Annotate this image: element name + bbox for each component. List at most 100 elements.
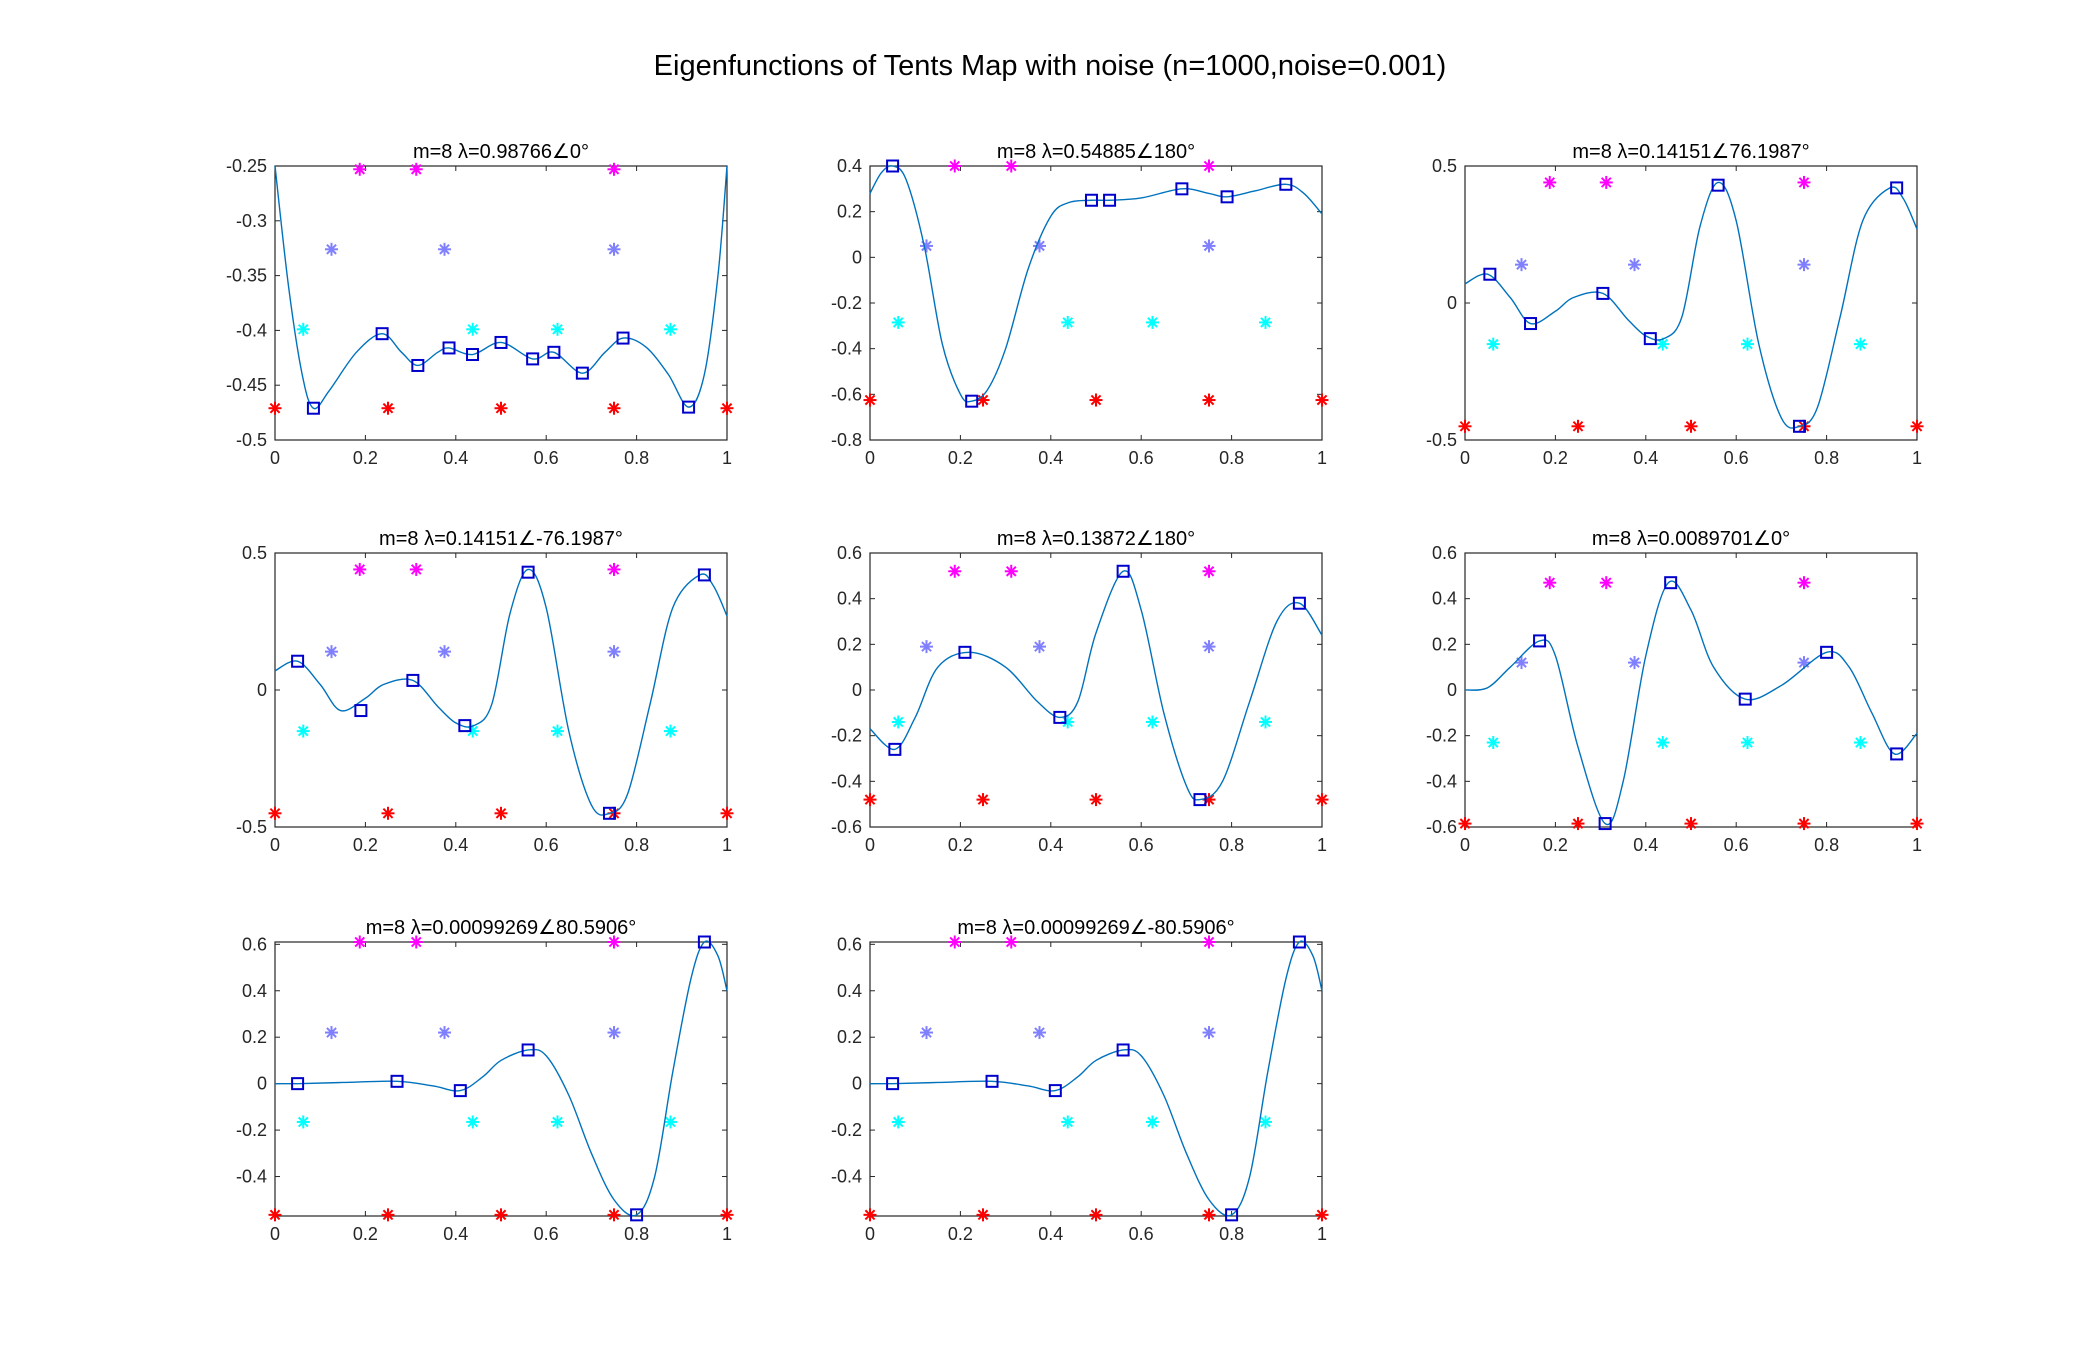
cyan-star-marker	[466, 1115, 480, 1129]
square-marker	[1738, 692, 1752, 706]
y-tick-label: 0.4	[1432, 589, 1457, 609]
x-tick-label: 1	[722, 1224, 732, 1244]
square-marker	[1533, 634, 1547, 648]
y-tick-label: 0.5	[1432, 156, 1457, 176]
x-tick-label: 0.6	[1724, 835, 1749, 855]
y-tick-label: 0.2	[1432, 634, 1457, 654]
y-tick-label: -0.6	[831, 384, 862, 404]
purple-star-marker	[1033, 640, 1046, 654]
red-star-marker	[381, 1208, 395, 1222]
cyan-star-marker	[1259, 1115, 1272, 1129]
y-tick-label: 0.6	[837, 934, 862, 954]
square-marker	[1292, 596, 1306, 610]
subplot-6: m=8 λ=0.0089701∠0° 0 0.2 0.4 0.6 0.8 1 0.6 0.4 0.…	[1426, 528, 1924, 855]
x-tick-label: 0.2	[1543, 835, 1568, 855]
x-tick-label: 0.8	[1814, 448, 1839, 468]
purple-star-marker	[1033, 239, 1046, 253]
magenta-star-marker	[607, 562, 621, 576]
cyan-star-marker	[1061, 315, 1075, 329]
magenta-star-marker	[353, 935, 367, 949]
red-star-marker	[976, 793, 990, 807]
square-marker	[965, 394, 979, 408]
purple-star-marker	[1628, 656, 1641, 670]
y-tick-label: -0.2	[831, 293, 862, 313]
cyan-star-marker	[551, 322, 564, 336]
purple-star-marker	[1628, 258, 1641, 272]
x-tick-label: 0.2	[353, 448, 378, 468]
x-tick-label: 1	[1317, 835, 1327, 855]
x-tick-label: 0.8	[1219, 1224, 1244, 1244]
red-star-marker	[607, 401, 621, 415]
red-star-marker	[1458, 817, 1472, 831]
square-marker	[291, 654, 305, 668]
red-star-marker	[720, 806, 734, 820]
square-marker	[526, 352, 540, 366]
subplot-5: m=8 λ=0.13872∠180° 0 0.2 0.4 0.6 0.8 1 0.6 0.4 0.…	[831, 528, 1329, 855]
red-star-marker	[720, 1208, 734, 1222]
square-marker	[1598, 817, 1612, 831]
axes-box	[274, 165, 728, 441]
y-tick-label: 0	[852, 1074, 862, 1094]
red-star-marker	[607, 1208, 621, 1222]
x-tick-label: 0.6	[1129, 1224, 1154, 1244]
square-marker	[1890, 181, 1904, 195]
y-tick-label: 0	[257, 680, 267, 700]
square-marker	[291, 1077, 305, 1091]
red-star-marker	[1315, 393, 1329, 407]
axes-box	[274, 941, 728, 1217]
y-tick-label: -0.4	[236, 320, 267, 340]
red-star-marker	[1910, 817, 1924, 831]
y-tick-label: 0	[1447, 680, 1457, 700]
square-marker	[1225, 1208, 1239, 1222]
x-tick-label: 1	[1912, 448, 1922, 468]
x-tick-label: 0.6	[1129, 835, 1154, 855]
purple-star-marker	[1797, 258, 1811, 272]
x-tick-label: 0.4	[1038, 1224, 1063, 1244]
cyan-star-marker	[1656, 736, 1670, 750]
y-tick-label: -0.4	[831, 771, 862, 791]
x-tick-label: 0.2	[948, 1224, 973, 1244]
x-tick-label: 0.4	[1038, 448, 1063, 468]
red-star-marker	[976, 393, 990, 407]
y-tick-label: -0.4	[831, 339, 862, 359]
y-tick-label: -0.35	[226, 266, 267, 286]
square-marker	[1175, 182, 1189, 196]
square-marker	[985, 1074, 999, 1088]
purple-star-marker	[1202, 1026, 1216, 1040]
square-marker	[442, 341, 456, 355]
subplot-title: m=8 λ=0.98766∠0°	[413, 141, 589, 163]
y-tick-label: 0.6	[1432, 543, 1457, 563]
square-marker	[1664, 576, 1678, 590]
red-star-marker	[494, 1208, 508, 1222]
cyan-star-marker	[1741, 337, 1754, 351]
square-marker	[1820, 645, 1834, 659]
y-tick-label: 0.6	[242, 934, 267, 954]
axes-box	[869, 552, 1323, 828]
magenta-star-marker	[1543, 175, 1557, 189]
square-marker	[888, 742, 902, 756]
cyan-star-marker	[1146, 715, 1159, 729]
square-marker	[406, 673, 420, 687]
y-tick-label: -0.4	[236, 1167, 267, 1187]
square-marker	[521, 1043, 535, 1057]
red-star-marker	[381, 401, 395, 415]
purple-star-marker	[1515, 656, 1528, 670]
cyan-star-marker	[551, 1115, 564, 1129]
square-marker	[1292, 935, 1306, 949]
y-tick-label: -0.3	[236, 211, 267, 231]
purple-star-marker	[607, 645, 621, 659]
subplot-7: m=8 λ=0.00099269∠80.5906° 0 0.2 0.4 0.6 0.8 1 0…	[236, 917, 734, 1244]
x-tick-label: 0.4	[1038, 835, 1063, 855]
axes-box	[1464, 552, 1918, 828]
square-marker	[1279, 177, 1293, 191]
x-tick-label: 1	[722, 835, 732, 855]
cyan-star-marker	[1146, 315, 1159, 329]
square-marker	[1643, 332, 1657, 346]
red-star-marker	[863, 393, 877, 407]
subplot-title: m=8 λ=0.14151∠76.1987°	[1572, 141, 1809, 163]
eigenfunction-curve	[869, 940, 1323, 1217]
magenta-star-marker	[1797, 576, 1811, 590]
eigenfunction-curve	[869, 570, 1323, 801]
x-tick-label: 0.8	[624, 1224, 649, 1244]
x-tick-label: 0	[865, 835, 875, 855]
